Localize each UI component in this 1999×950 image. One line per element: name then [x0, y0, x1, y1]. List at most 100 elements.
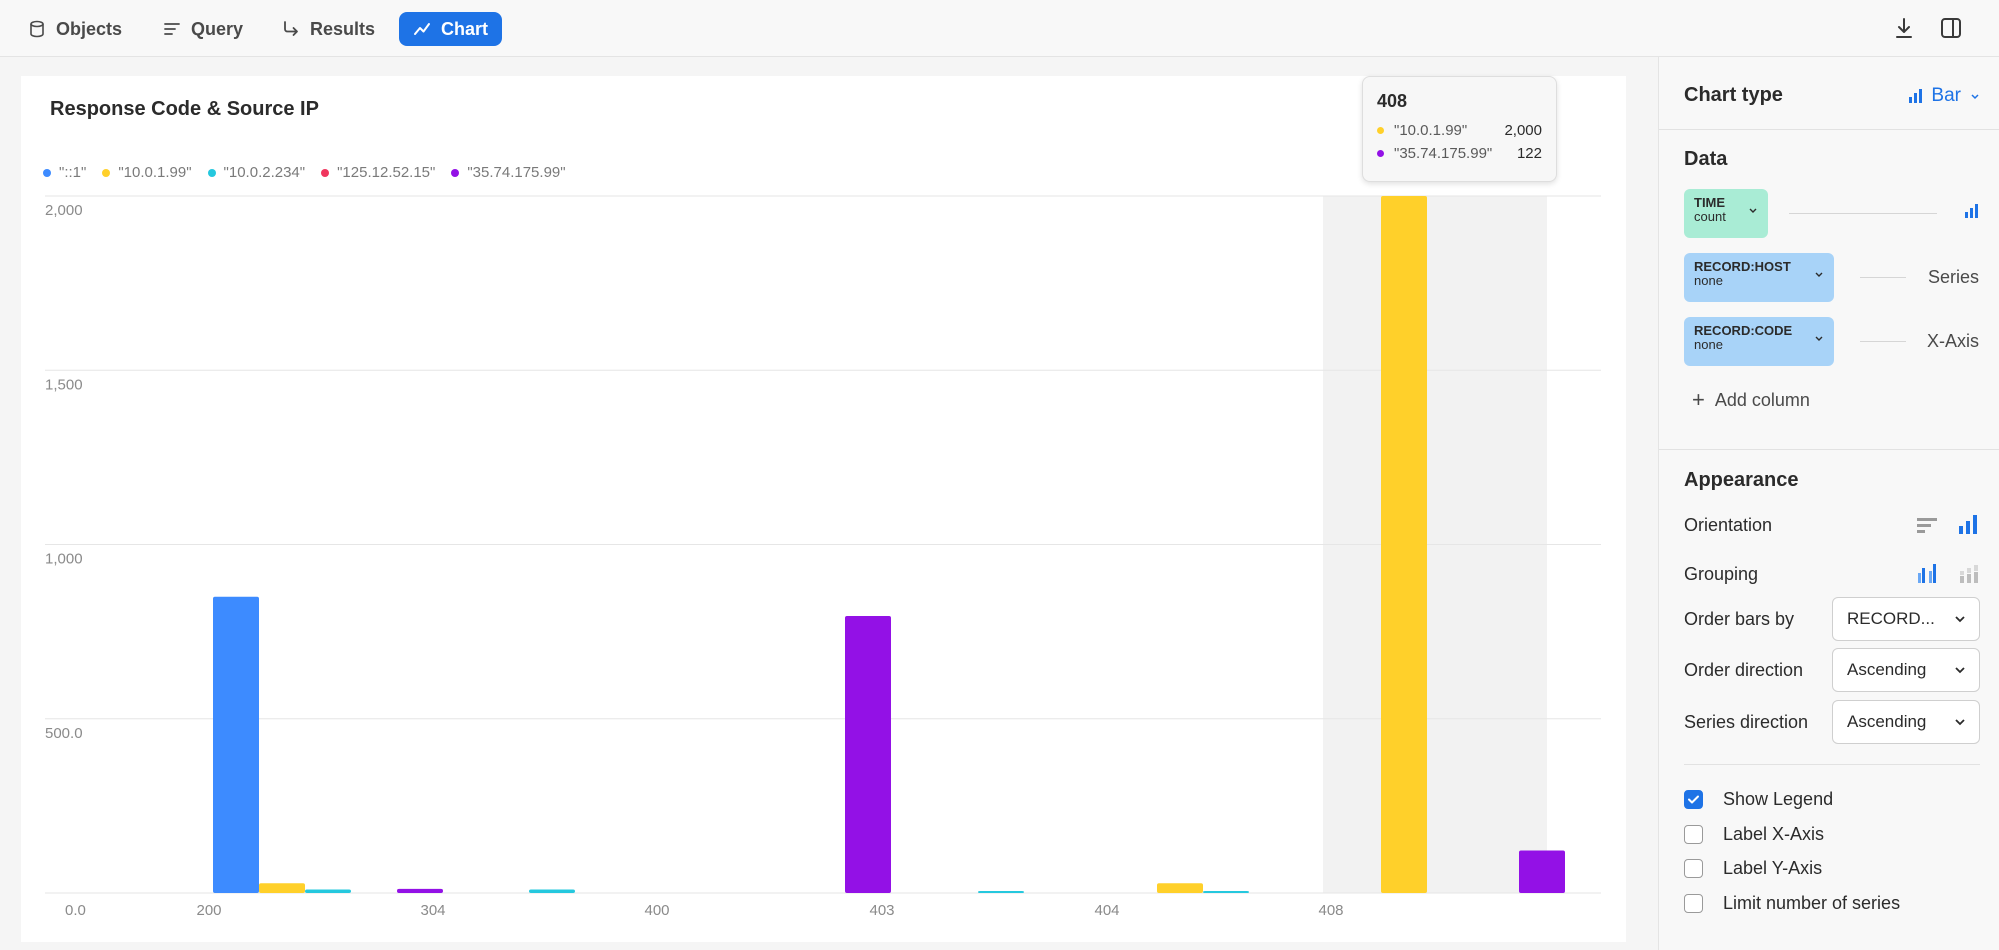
plus-icon: + [1692, 387, 1705, 412]
show-legend-label: Show Legend [1723, 789, 1834, 809]
chevron-down-icon [1815, 272, 1823, 277]
column-pill-record-host[interactable]: RECORD:HOST none [1684, 253, 1834, 302]
grouping-label: Grouping [1684, 564, 1759, 584]
column-aggregate: count [1694, 209, 1726, 224]
legend-item[interactable]: "35.74.175.99" [451, 164, 566, 181]
legend-swatch [207, 168, 216, 177]
bar [213, 596, 259, 893]
order-direction-select[interactable]: Ascending [1832, 648, 1980, 692]
bar [1203, 891, 1249, 893]
orientation-label: Orientation [1684, 515, 1773, 535]
bar [978, 891, 1024, 893]
tab-query-label: Query [191, 18, 244, 39]
chevron-down-icon [1815, 336, 1823, 341]
bar [305, 889, 351, 893]
chart-card: Response Code & Source IP "::1" "10.0.1.9… [21, 76, 1626, 942]
label-x-axis-option: Label X-Axis [1684, 824, 1824, 845]
add-column-button[interactable]: + Add column [1692, 387, 1810, 413]
download-button[interactable] [1891, 15, 1917, 41]
bar [845, 615, 891, 893]
series-direction-label: Series direction [1684, 712, 1809, 732]
check-icon [1688, 795, 1699, 804]
y-tick-label: 2,000 [45, 202, 83, 219]
connector-line [1860, 341, 1906, 342]
x-tick-label: 304 [420, 902, 445, 919]
arrow-return-icon [284, 21, 298, 36]
order-bars-by-select[interactable]: RECORD... [1832, 597, 1980, 641]
chevron-down-icon [1971, 94, 1979, 100]
column-pill-record-code[interactable]: RECORD:CODE none [1684, 317, 1834, 366]
series-direction-value: Ascending [1847, 712, 1927, 731]
legend-item[interactable]: "::1" [43, 164, 86, 181]
chart-title: Response Code & Source IP [50, 98, 319, 120]
add-column-label: Add column [1714, 389, 1810, 410]
bar [1519, 850, 1565, 893]
legend-item[interactable]: "125.12.52.15" [321, 164, 435, 181]
label-y-axis-option: Label Y-Axis [1684, 858, 1822, 879]
tooltip-row: "35.74.175.99" 122 [1377, 145, 1542, 162]
chart-type-select[interactable]: Bar [1907, 85, 1981, 107]
bar [529, 889, 575, 893]
show-legend-checkbox[interactable] [1684, 790, 1703, 809]
column-pill-time[interactable]: TIME count [1684, 189, 1768, 238]
legend-swatch [321, 168, 330, 177]
bar [259, 883, 305, 893]
legend-item[interactable]: "10.0.2.234" [207, 164, 306, 181]
legend-label: "::1" [59, 164, 87, 181]
database-icon [30, 20, 44, 38]
column-role-series: Series [1927, 267, 1979, 287]
divider [1659, 449, 1999, 450]
legend-swatch [43, 168, 51, 177]
chevron-down-icon [1955, 667, 1965, 674]
chart-settings-panel: Chart type Bar Data TIME count RECORD:HO… [1658, 57, 1999, 950]
legend-label: "10.0.1.99" [118, 164, 192, 181]
bar [1157, 883, 1203, 893]
x-tick-label: 400 [644, 902, 669, 919]
divider [1684, 764, 1980, 765]
legend-swatch [451, 168, 460, 177]
chevron-down-icon [1955, 719, 1965, 726]
data-heading: Data [1684, 148, 1728, 170]
tooltip-row: "10.0.1.99" 2,000 [1377, 122, 1542, 139]
divider [1659, 129, 1999, 130]
order-direction-label: Order direction [1684, 660, 1804, 680]
x-tick-label: 408 [1318, 902, 1343, 919]
show-legend-option: Show Legend [1684, 789, 1833, 810]
limit-series-checkbox[interactable] [1684, 894, 1703, 913]
vertical-bars-icon[interactable] [1957, 513, 1979, 535]
line-chart-icon [414, 23, 430, 35]
y-tick-label: 0.0 [65, 902, 86, 919]
tab-objects[interactable]: Objects [14, 12, 136, 46]
column-name: TIME [1694, 195, 1726, 210]
chart-tooltip: 408 "10.0.1.99" 2,000 "35.74.175.99" 122 [1362, 76, 1557, 182]
x-tick-label: 403 [869, 902, 894, 919]
horizontal-bars-icon[interactable] [1916, 515, 1938, 537]
x-tick-label: 404 [1094, 902, 1119, 919]
stacked-bars-icon[interactable] [1957, 562, 1979, 584]
label-x-axis-label: Label X-Axis [1723, 824, 1825, 844]
legend-item[interactable]: "10.0.1.99" [102, 164, 192, 181]
tab-chart[interactable]: Chart [399, 12, 503, 46]
tab-query[interactable]: Query [149, 12, 257, 46]
y-tick-label: 500.0 [45, 725, 83, 742]
tab-results[interactable]: Results [268, 12, 389, 46]
label-x-axis-checkbox[interactable] [1684, 825, 1703, 844]
chevron-down-icon [1955, 616, 1965, 623]
bar-chart-icon [1909, 89, 1923, 103]
grouped-bars-icon[interactable] [1916, 562, 1938, 584]
tooltip-series-value: 2,000 [1504, 122, 1542, 139]
order-direction-value: Ascending [1847, 660, 1927, 679]
connector-line [1789, 213, 1937, 214]
legend-label: "10.0.2.234" [223, 164, 306, 181]
chevron-down-icon [1749, 208, 1757, 213]
label-y-axis-checkbox[interactable] [1684, 859, 1703, 878]
bar-chart-icon [1965, 204, 1978, 218]
bar [1381, 196, 1427, 893]
appearance-heading: Appearance [1684, 469, 1799, 491]
tooltip-series-dot [1377, 150, 1384, 157]
column-name: RECORD:CODE [1694, 323, 1793, 338]
column-aggregate: none [1694, 337, 1723, 352]
series-direction-select[interactable]: Ascending [1832, 700, 1980, 744]
x-tick-label: 200 [196, 902, 221, 919]
split-panel-button[interactable] [1938, 15, 1964, 41]
